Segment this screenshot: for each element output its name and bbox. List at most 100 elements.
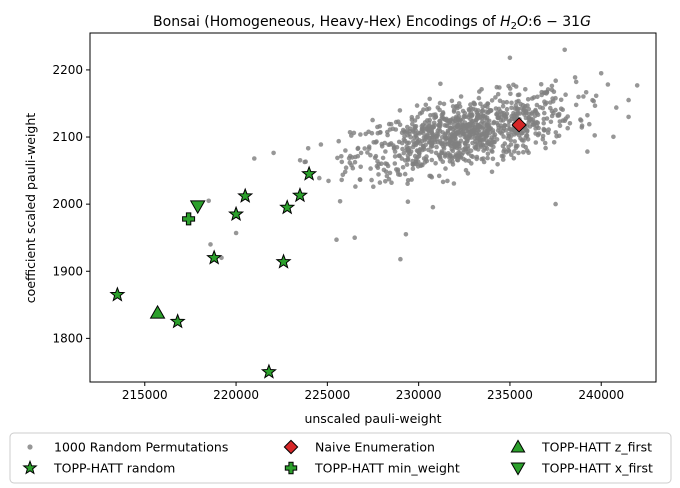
random-permutation-point [446,151,451,156]
random-permutation-point [405,181,410,186]
random-permutation-point [534,119,539,125]
random-permutation-point [565,125,570,131]
random-permutation-point [598,71,604,76]
random-permutation-point [499,114,504,120]
random-permutation-point [347,153,353,159]
random-permutation-point [520,102,526,108]
random-permutation-point [358,164,364,170]
random-permutation-point [347,160,353,165]
random-permutation-point [473,146,478,151]
random-permutation-point [409,114,415,120]
random-permutation-point [525,103,530,108]
random-permutation-point [504,106,510,112]
random-permutation-point [558,97,564,103]
random-permutation-point [357,177,363,182]
random-permutation-point [297,158,303,163]
random-permutation-point [389,180,394,185]
legend-label-topp-hatt-x-first: TOPP-HATT x_first [541,461,653,476]
random-permutation-point [423,134,428,140]
random-permutation-point [433,150,439,156]
random-permutation-point [451,181,457,186]
random-permutation-point [536,131,542,136]
random-permutation-point [500,104,506,109]
random-permutation-point [449,154,455,159]
random-permutation-point [443,166,448,171]
random-permutation-point [489,98,495,103]
random-permutation-point [480,113,486,119]
random-permutation-point [383,161,388,166]
random-permutation-point [482,120,487,126]
random-permutation-point [339,159,345,165]
random-permutation-point [504,99,510,105]
random-permutation-point [469,153,474,159]
random-permutation-point [557,119,563,124]
random-permutation-point [440,159,446,164]
random-permutation-point [591,98,596,104]
random-permutation-point [449,147,455,152]
random-permutation-point [488,108,494,113]
random-permutation-point [438,81,443,87]
random-permutation-point [412,124,418,129]
random-permutation-point [399,140,405,146]
random-permutation-point [483,103,488,109]
random-permutation-point [428,130,433,136]
random-permutation-point [573,79,579,85]
random-permutation-point [485,140,490,146]
random-permutation-point [423,102,429,108]
random-permutation-point [626,97,631,103]
random-permutation-point [519,138,525,143]
random-permutation-point [437,124,443,129]
random-permutation-point [485,155,490,161]
random-permutation-point [445,141,451,147]
random-permutation-point [464,124,470,130]
random-permutation-point [419,147,425,153]
random-permutation-point [530,119,535,125]
random-permutation-point [562,118,568,123]
random-permutation-point [501,126,507,131]
random-permutation-point [495,115,501,121]
x-tick-label: 215000 [122,388,168,402]
random-permutation-point [525,137,531,142]
random-permutation-point [350,165,356,171]
random-permutation-point [501,134,506,139]
random-permutation-point [305,146,311,151]
random-permutation-point [507,86,513,91]
random-permutation-point [614,105,619,110]
plot-frame [89,32,657,383]
random-permutation-point [548,119,554,125]
random-permutation-point [465,171,471,176]
axis-ticks: 215000 220000 225000 230000 235000 240000 1800… [52,63,624,402]
random-permutation-point [411,129,416,135]
random-permutation-point [343,165,349,170]
random-permutation-point [481,156,486,161]
random-permutation-point [557,123,563,129]
random-permutation-point [447,120,453,126]
random-permutation-point [387,170,393,176]
legend-marker-topp-hatt-random [22,459,38,475]
random-permutation-point [477,138,482,143]
random-permutation-point [271,150,276,156]
y-tick-label: 1900 [52,264,83,278]
random-permutation-point [503,149,509,155]
y-tick-label: 2200 [52,63,83,77]
legend-label-topp-hatt-min-weight: TOPP-HATT min_weight [314,461,460,476]
random-permutation-point [335,155,340,161]
random-permutation-point [593,93,599,99]
random-permutation-point [456,101,462,106]
random-permutation-point [432,134,438,140]
random-permutation-point [302,159,308,165]
random-permutation-point [397,153,403,158]
random-permutation-point [475,128,481,133]
random-permutation-point [508,142,514,147]
random-permutation-point [421,128,426,133]
random-permutation-point [456,153,462,159]
random-permutation-point [410,161,416,167]
topp-hatt-min-weight-point [182,212,196,226]
random-permutation-point [206,198,211,204]
random-permutation-point [509,100,514,106]
random-permutation-point [583,90,589,95]
random-permutation-point [377,180,383,185]
topp-hatt-random-point [260,363,277,379]
random-permutation-point [383,169,389,174]
random-permutation-point [405,153,411,158]
